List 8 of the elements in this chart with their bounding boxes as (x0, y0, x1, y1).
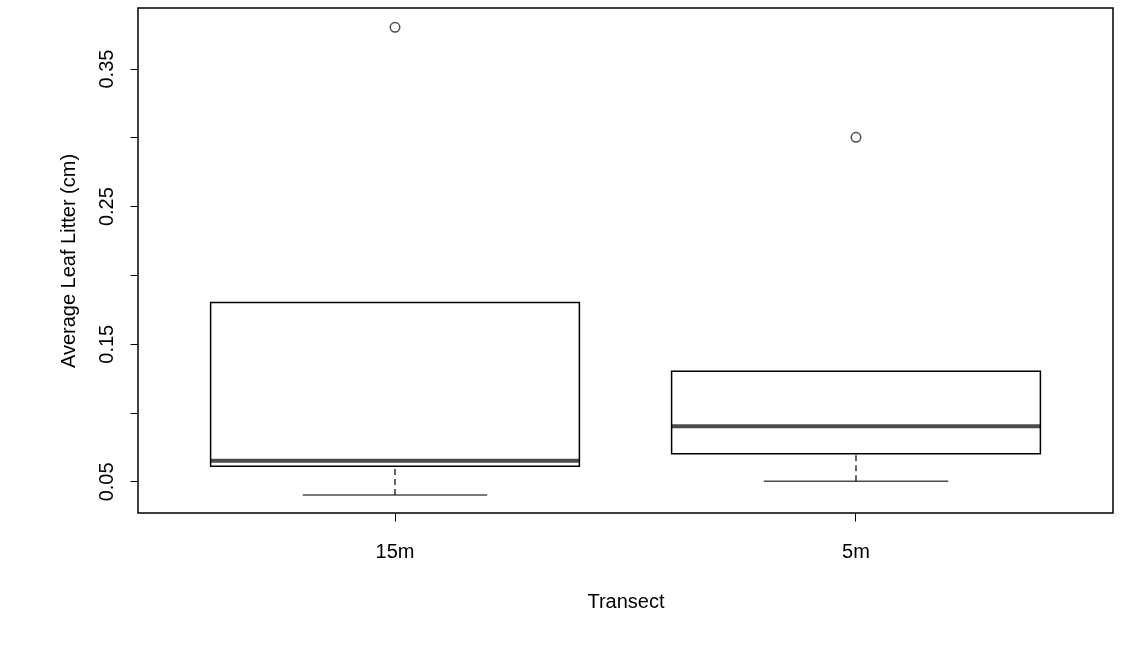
y-tick-label: 0.15 (94, 324, 117, 364)
y-tick-label: 0.35 (94, 49, 117, 89)
x-axis-title: Transect (587, 589, 665, 612)
x-tick-label: 15m (375, 539, 415, 562)
y-tick-label: 0.25 (94, 187, 117, 227)
y-tick-label: 0.05 (94, 462, 117, 502)
y-axis-title: Average Leaf Litter (cm) (56, 153, 79, 369)
x-tick-label: 5m (842, 539, 870, 562)
